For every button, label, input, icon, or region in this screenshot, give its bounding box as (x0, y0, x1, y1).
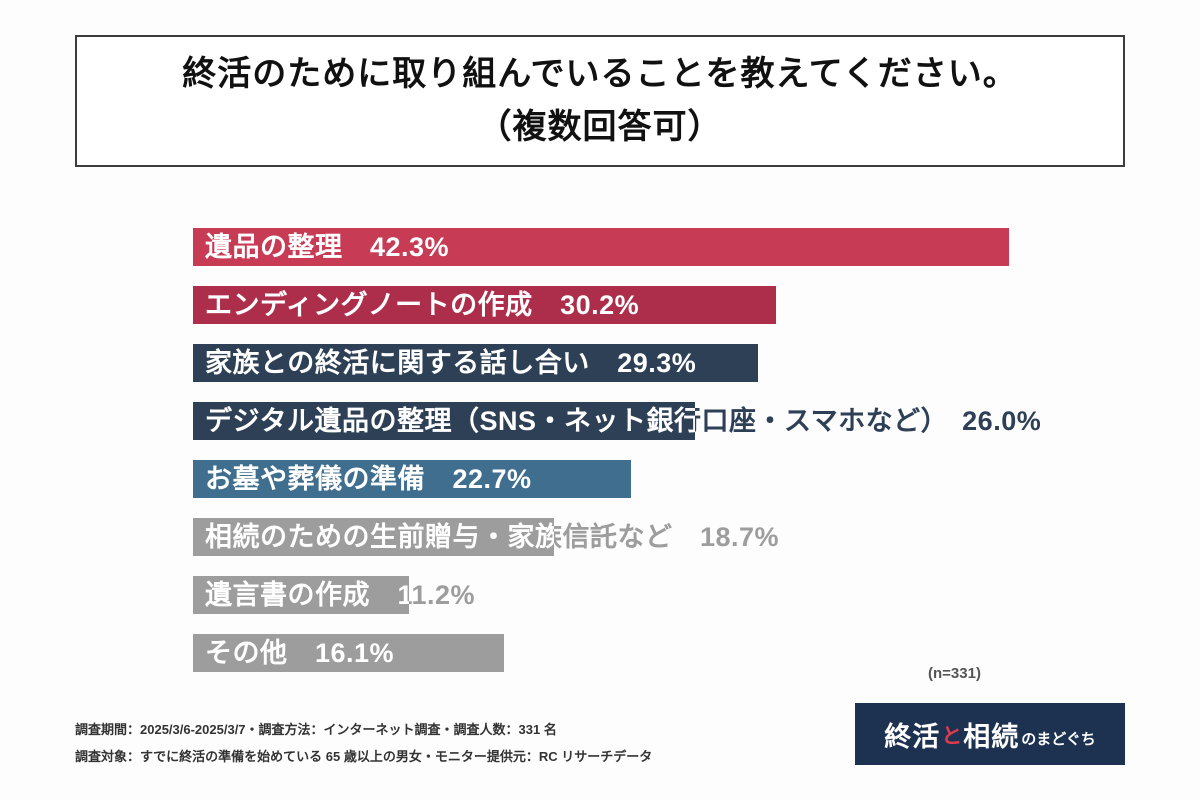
bar-label: エンディングノートの作成 30.2% (205, 290, 640, 320)
bar: 遺言書の作成 11.2% (193, 576, 409, 614)
bar-label: デジタル遺品の整理（SNS・ネット銀行口座・スマホなど） 26.0% (205, 406, 695, 436)
bar-label: お墓や葬儀の準備 22.7% (205, 464, 532, 494)
bar: お墓や葬儀の準備 22.7% (193, 460, 631, 498)
title-box: 終活のために取り組んでいることを教えてください。 （複数回答可） (75, 35, 1125, 167)
bar: エンディングノートの作成 30.2% (193, 286, 776, 324)
bar-row: デジタル遺品の整理（SNS・ネット銀行口座・スマホなど） 26.0%デジタル遺品… (193, 402, 1133, 440)
bar: 相続のための生前贈与・家族信託など 18.7% (193, 518, 554, 556)
logo-text-part1: 終活 (884, 721, 941, 752)
logo-accent-character: と (941, 725, 963, 748)
brand-logo: 終活 と 相続 のまどぐち (855, 703, 1125, 765)
bar: 遺品の整理 42.3% (193, 228, 1009, 266)
survey-notes: 調査期間：2025/3/6-2025/3/7・調査方法：インターネット調査・調査… (75, 716, 652, 771)
bar: デジタル遺品の整理（SNS・ネット銀行口座・スマホなど） 26.0% (193, 402, 695, 440)
bar-row: 家族との終活に関する話し合い 29.3%家族との終活に関する話し合い 29.3% (193, 344, 1133, 382)
bar: 家族との終活に関する話し合い 29.3% (193, 344, 758, 382)
bar-row: エンディングノートの作成 30.2%エンディングノートの作成 30.2% (193, 286, 1133, 324)
logo-text-part3: 相続 (963, 721, 1020, 752)
survey-note-line1: 調査期間：2025/3/6-2025/3/7・調査方法：インターネット調査・調査… (75, 722, 557, 737)
bar-label: 遺品の整理 42.3% (205, 232, 450, 262)
bar-label: 家族との終活に関する話し合い 29.3% (205, 348, 697, 378)
bar-row: その他 16.1%その他 16.1% (193, 634, 1133, 672)
bar-rows: 遺品の整理 42.3%遺品の整理 42.3% エンディングノートの作成 30.2%… (193, 228, 1133, 672)
chart-title-line2: （複数回答可） (477, 108, 723, 146)
bar-row: 遺品の整理 42.3%遺品の整理 42.3% (193, 228, 1133, 266)
bar-label: 相続のための生前贈与・家族信託など 18.7% (205, 522, 554, 552)
bar-row: 遺言書の作成 11.2%遺言書の作成 11.2% (193, 576, 1133, 614)
bar: その他 16.1% (193, 634, 504, 672)
chart-title-line1: 終活のために取り組んでいることを教えてください。 (182, 55, 1018, 94)
bar-label: 遺言書の作成 11.2% (205, 580, 409, 610)
sample-size-label: (n=331) (928, 665, 981, 682)
bar-row: お墓や葬儀の準備 22.7%お墓や葬儀の準備 22.7% (193, 460, 1133, 498)
logo-text-part4: のまどぐち (1021, 730, 1096, 748)
bar-label: その他 16.1% (205, 638, 395, 668)
survey-note-line2: 調査対象：すでに終活の準備を始めている 65 歳以上の男女・モニター提供元：RC… (75, 749, 653, 765)
bar-row: 相続のための生前贈与・家族信託など 18.7%相続のための生前贈与・家族信託など… (193, 518, 1133, 556)
